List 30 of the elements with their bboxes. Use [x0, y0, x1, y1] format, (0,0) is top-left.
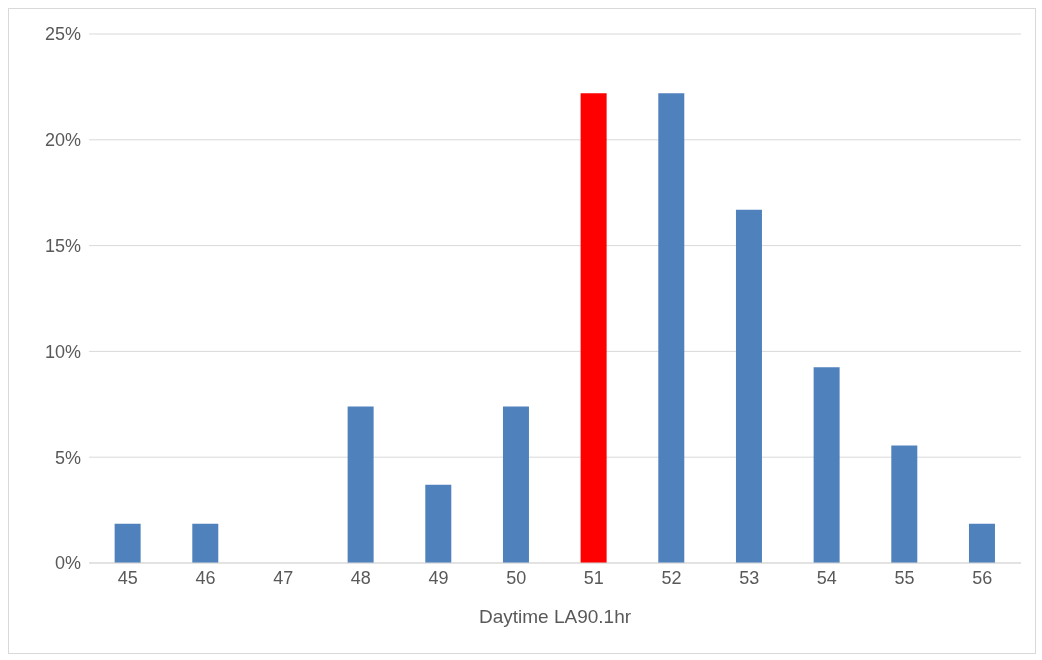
x-tick-label: 47 [273, 567, 294, 588]
x-tick-label: 50 [506, 567, 527, 588]
bar [347, 406, 374, 563]
x-tick-label: 49 [428, 567, 449, 588]
x-tick-label: 45 [117, 567, 138, 588]
x-tick-label: 53 [739, 567, 760, 588]
y-tick-label: 20% [44, 130, 81, 151]
bar [192, 523, 219, 563]
y-tick-label: 15% [44, 235, 81, 256]
y-tick-label: 25% [44, 24, 81, 45]
x-tick-label: 48 [350, 567, 371, 588]
x-tick-label: 52 [661, 567, 682, 588]
x-axis-title: Daytime LA90.1hr [478, 606, 632, 627]
bar [580, 93, 607, 563]
bar [735, 209, 762, 563]
x-tick-label: 55 [894, 567, 915, 588]
x-tick-label: 46 [195, 567, 216, 588]
y-tick-label: 10% [44, 341, 81, 362]
x-tick-label: 54 [816, 567, 837, 588]
bar [968, 523, 995, 563]
bar [813, 367, 840, 563]
bar [502, 406, 529, 563]
bar [891, 445, 918, 563]
x-tick-label: 56 [972, 567, 993, 588]
bar [658, 93, 685, 563]
y-tick-label: 0% [54, 553, 81, 574]
bar [425, 484, 452, 563]
x-tick-label: 51 [583, 567, 604, 588]
bar [114, 523, 141, 563]
y-tick-label: 5% [54, 447, 81, 468]
